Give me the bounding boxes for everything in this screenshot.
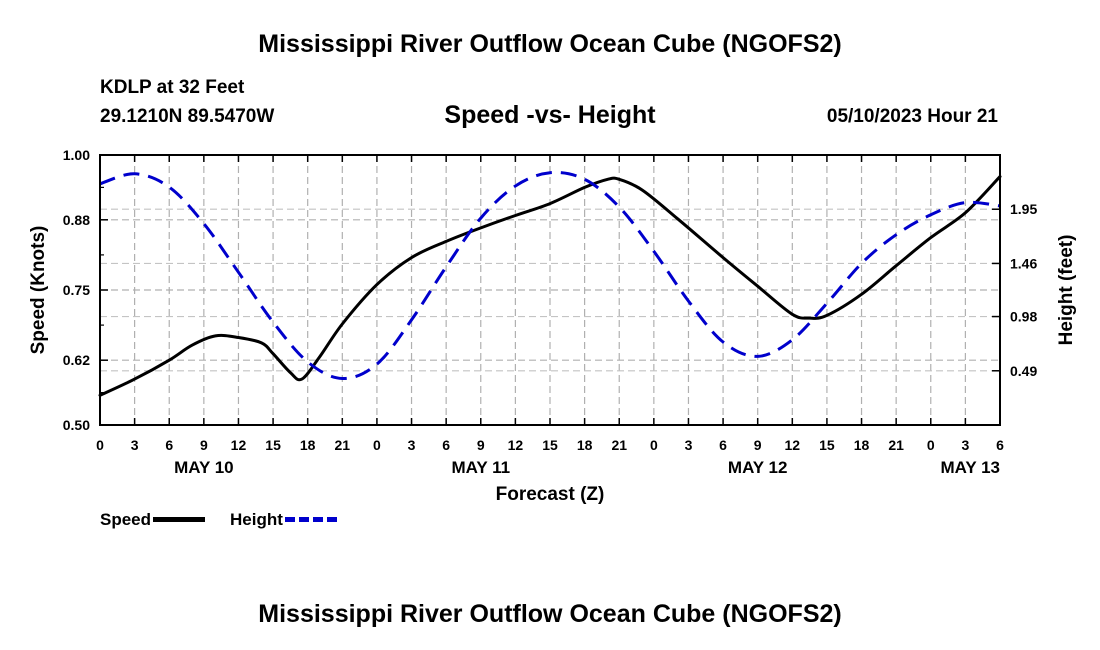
station-label: KDLP at 32 Feet [100,77,245,98]
x-tick-label: 0 [96,437,104,453]
x-tick-label: 0 [927,437,935,453]
y2-tick-label: 0.49 [1010,363,1037,379]
x-date-label: MAY 12 [728,458,788,477]
x-tick-label: 21 [611,437,627,453]
x-tick-label: 9 [754,437,762,453]
footer-title: Mississippi River Outflow Ocean Cube (NG… [258,600,842,628]
series-layer [98,170,1002,397]
chart-title: Mississippi River Outflow Ocean Cube (NG… [258,30,842,58]
y-tick-label: 0.50 [63,417,90,433]
x-axis-title: Forecast (Z) [496,484,605,505]
x-tick-label: 21 [335,437,351,453]
x-tick-label: 3 [131,437,139,453]
x-tick-label: 3 [961,437,969,453]
x-tick-label: 18 [300,437,316,453]
y2-tick-label: 1.95 [1010,201,1037,217]
run-time-label: 05/10/2023 Hour 21 [826,106,998,127]
x-tick-label: 6 [719,437,727,453]
legend-speed-swatch [153,517,206,523]
x-tick-label: 6 [996,437,1004,453]
series-line-speed [98,175,1002,397]
series-line-height [99,170,1001,381]
axes-layer: 0 3 6 9 12 15 18 21 0 3 6 9 12 15 18 21 0 3 6 9 12 15 18 21 0 3 6M… [63,147,1038,477]
x-tick-label: 9 [477,437,485,453]
x-date-label: MAY 13 [940,458,1000,477]
legend-speed-label: Speed [100,509,152,529]
legend-height-label: Height [230,509,283,529]
x-date-label: MAY 11 [451,458,510,477]
chart-subtitle: Speed -vs- Height [444,101,656,129]
x-tick-label: 12 [508,437,524,453]
legend-speed: Speed [100,509,206,530]
x-date-label: MAY 10 [174,458,234,477]
y2-axis-title: Height (feet) [1056,235,1077,346]
y-tick-label: 0.88 [63,212,90,228]
station-coordinates: 29.1210N 89.5470W [100,106,275,127]
y-tick-label: 0.62 [63,352,90,368]
legend-height: Height [230,509,337,530]
x-tick-label: 15 [819,437,835,453]
x-tick-label: 0 [373,437,381,453]
y2-tick-label: 0.98 [1010,309,1037,325]
y-tick-label: 1.00 [63,147,90,163]
x-tick-label: 3 [685,437,693,453]
x-tick-label: 21 [888,437,904,453]
x-tick-label: 12 [785,437,801,453]
y-tick-label: 0.75 [63,282,90,298]
x-tick-label: 18 [577,437,593,453]
y-axis-title: Speed (Knots) [28,226,49,355]
x-tick-label: 0 [650,437,658,453]
x-tick-label: 6 [442,437,450,453]
x-tick-label: 3 [408,437,416,453]
x-tick-label: 6 [165,437,173,453]
y2-tick-label: 1.46 [1010,255,1037,271]
legend-height-swatch [284,517,337,523]
x-tick-label: 9 [200,437,208,453]
x-tick-label: 15 [265,437,281,453]
x-tick-label: 12 [231,437,247,453]
x-tick-label: 15 [542,437,558,453]
x-tick-label: 18 [854,437,870,453]
